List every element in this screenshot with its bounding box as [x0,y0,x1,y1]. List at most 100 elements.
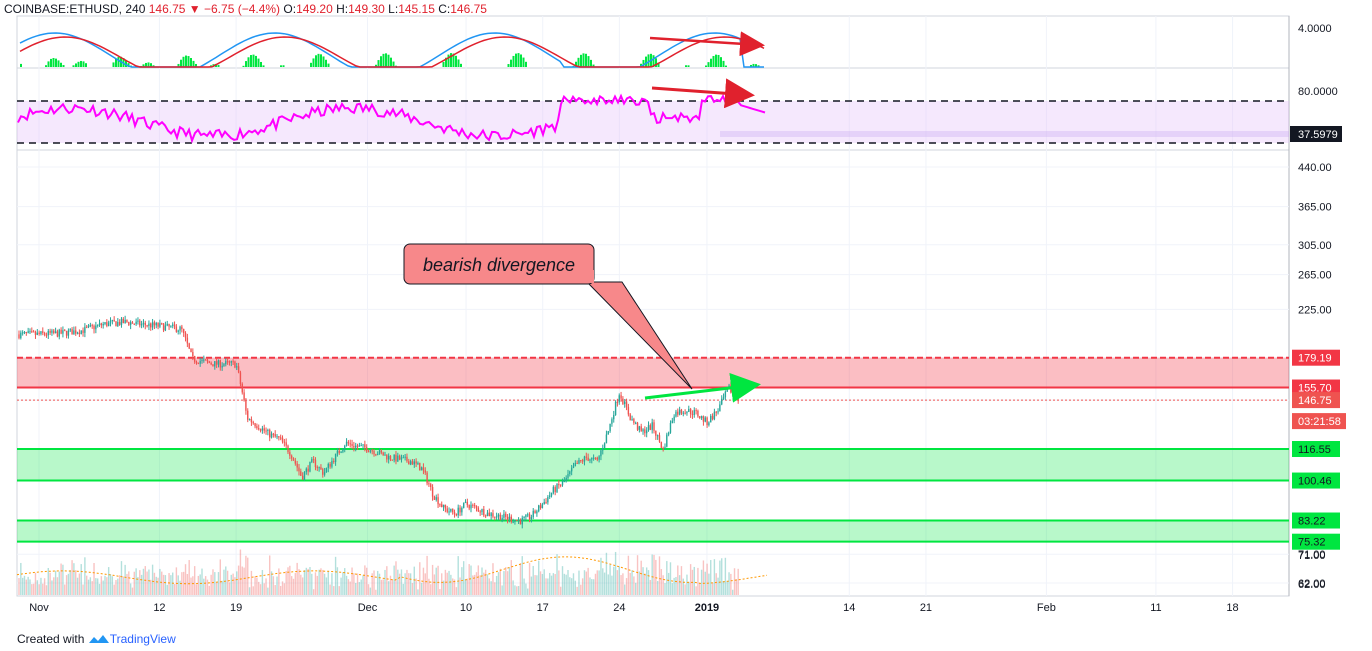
volume-bar [166,584,168,595]
volume-bar [532,565,534,595]
candle-body [353,445,355,448]
volume-bar [349,581,351,595]
candle-body [334,453,337,462]
volume-bar [269,555,271,595]
volume-bar [325,577,328,595]
candle-body [164,325,167,331]
candle-body [111,319,114,322]
volume-bar [106,577,108,595]
volume-bar [334,556,337,595]
volume-bar [523,578,525,595]
candle-body [91,325,93,327]
candle-body [633,419,635,423]
volume-bar [638,571,641,595]
volume-bar [305,567,308,595]
candle-body [82,330,84,333]
candle-body [561,481,564,486]
candle-body [497,514,500,517]
volume-bar [190,577,192,595]
candle-body [717,411,719,413]
candle-body [576,462,578,464]
candle-body [554,487,556,492]
candle-body [649,425,652,430]
candle-body [336,450,339,454]
macd-hist-bar [47,61,50,67]
macd-hist-bar [705,65,707,67]
volume-bar [175,567,178,595]
candle-body [477,507,480,512]
volume-bar [197,575,200,595]
candle-body [613,414,615,420]
volume-bar [561,566,564,595]
volume-bar [576,586,578,595]
macd-hist-bar [750,64,752,67]
candle-body [616,401,619,403]
tradingview-link[interactable]: TradingView [109,632,176,646]
annotation-callout[interactable]: bearish divergence [403,243,693,390]
macd-hist-bar [507,64,510,67]
volume-bar [367,584,370,595]
volume-bar [455,587,458,595]
candle-body [378,450,381,455]
symbol-label[interactable]: COINBASE:ETHUSD, 240 [4,2,146,16]
macd-hist-bar [75,63,77,67]
candle-body [342,449,344,452]
low-value: 145.15 [398,2,435,16]
volume-bar [60,563,62,595]
volume-bar [631,570,633,595]
volume-bar [338,586,340,595]
volume-bar [84,557,86,595]
volume-bar [534,575,536,595]
macd-hist-bar [647,54,650,67]
macd-hist-bar [152,65,155,67]
macd-hist-bar [245,61,247,67]
candle-body [305,468,308,473]
candle-body [214,361,216,367]
macd-hist-bar [457,59,460,67]
candle-body [278,436,280,438]
candle-body [376,454,379,456]
volume-bar [503,571,505,595]
price-label-bg [1292,441,1340,458]
volume-bar [217,572,220,595]
volume-bar [715,573,717,595]
macd-hist-bar [127,63,130,67]
volume-bar [274,585,276,595]
macd-hist-bar [192,60,195,67]
price-axis[interactable]: 440.00 365.00 305.00 265.00 225.00 71.00 62.00… [1290,23,1346,591]
volume-bar [179,580,181,595]
candle-body [106,322,108,327]
volume-bar [613,566,615,595]
volume-bar [508,567,511,595]
macd-hist-bar [72,65,75,67]
volume-bar [65,575,68,595]
volume-bar [289,565,291,595]
price-label-resistance: 155.70 [1298,383,1332,395]
candle-body [578,460,580,464]
volume-bar [622,573,624,595]
volume-bar [380,579,383,595]
volume-bar [450,574,452,595]
volume-bar [21,577,24,595]
candle-body [647,425,650,431]
candle-body [287,445,289,453]
volume-bar [131,587,134,595]
candle-body [389,455,392,460]
volume-bar [505,567,507,595]
time-axis[interactable]: Nov 12 19 Dec 10 17 24 2019 14 21 Feb 11 18 [29,602,1238,614]
volume-bar [360,579,362,595]
candle-body [117,322,119,327]
volume-bar [642,567,644,595]
macd-hist-bar [182,56,185,67]
candle-body [118,322,121,325]
candle-body [325,467,328,473]
macd-hist-bar [257,58,260,67]
macd-pane [19,32,765,68]
candle-body [499,514,501,521]
volume-bar [732,589,734,595]
candle-body [159,323,161,327]
volume-bar [296,562,298,595]
volume-bar [605,552,608,595]
volume-bar [283,583,286,595]
macd-hist-bar [455,55,457,67]
